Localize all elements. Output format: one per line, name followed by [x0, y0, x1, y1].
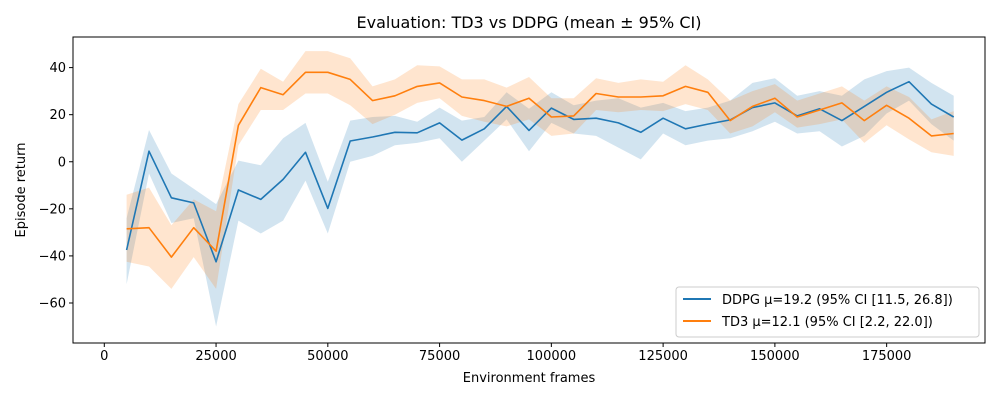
x-axis-label: Environment frames	[463, 371, 596, 386]
series-line-td3	[126, 71, 954, 258]
x-tick-label: 75000	[419, 349, 460, 364]
legend-box	[675, 286, 980, 338]
x-tick-label: 50000	[307, 349, 348, 364]
ci-band-ddpg	[126, 67, 954, 327]
chart-title: Evaluation: TD3 vs DDPG (mean ± 95% CI)	[357, 13, 702, 32]
legend-entry-td3: TD3 μ=12.1 (95% CI [2.2, 22.0])	[721, 315, 933, 330]
ci-bands	[126, 51, 954, 327]
y-tick-label: 40	[49, 61, 66, 76]
y-tick-label: −20	[39, 202, 66, 217]
y-tick-label: −40	[39, 249, 66, 264]
series-line-ddpg	[125, 80, 955, 263]
y-axis-ticks: −60 −40 −20 0 20 40	[39, 61, 73, 311]
y-axis-label: Episode return	[14, 143, 29, 238]
x-tick-label: 100000	[527, 349, 577, 364]
y-tick-label: 0	[58, 155, 66, 170]
legend: DDPG μ=19.2 (95% CI [11.5, 26.8]) TD3 μ=…	[675, 286, 980, 338]
x-tick-label: 25000	[195, 349, 236, 364]
x-tick-label: 150000	[750, 349, 800, 364]
plot-frame	[72, 36, 986, 344]
series-lines	[125, 71, 955, 263]
y-tick-label: 20	[49, 108, 66, 123]
y-tick-label: −60	[39, 296, 66, 311]
x-axis-ticks: 0 25000 50000 75000 100000 125000 150000 175000	[100, 343, 911, 364]
x-tick-label: 175000	[862, 349, 912, 364]
legend-entry-ddpg: DDPG μ=19.2 (95% CI [11.5, 26.8])	[722, 293, 953, 308]
x-tick-label: 125000	[638, 349, 688, 364]
x-tick-label: 0	[100, 349, 108, 364]
